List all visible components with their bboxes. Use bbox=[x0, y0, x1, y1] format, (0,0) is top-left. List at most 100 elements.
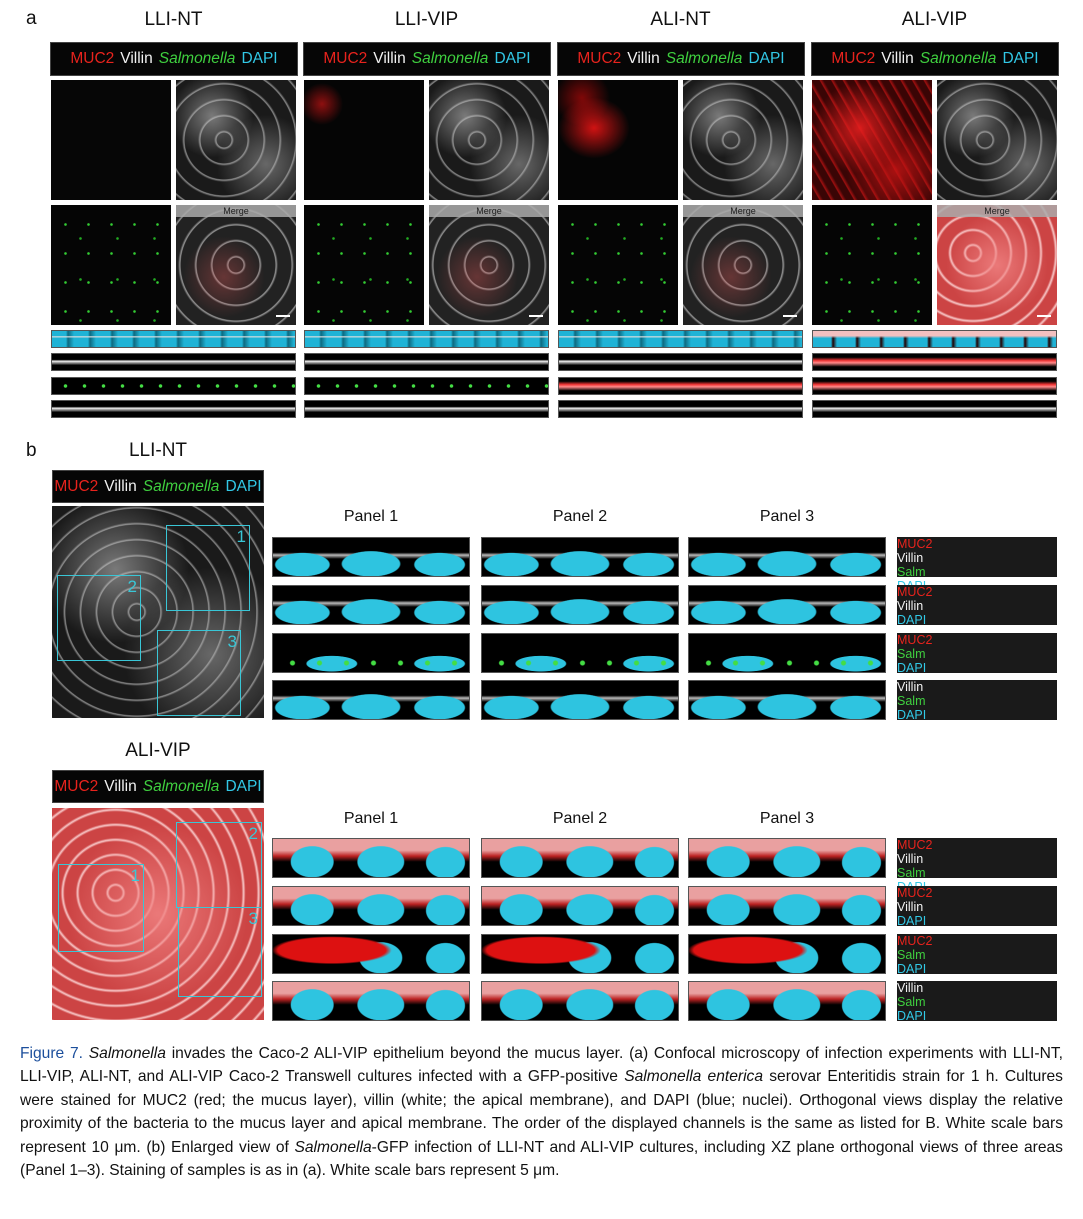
row-channel: Villin bbox=[897, 900, 924, 914]
legend-channel: DAPI bbox=[225, 477, 262, 495]
muc2-image bbox=[304, 80, 424, 200]
row-channel-labels: MUC2VillinSalmDAPI bbox=[897, 838, 1057, 894]
column-title: ALI-VIP bbox=[901, 9, 968, 30]
legend-channel: Villin bbox=[373, 50, 406, 67]
region-label: 1 bbox=[236, 527, 246, 546]
scale-bar bbox=[783, 315, 797, 317]
orthogonal-view bbox=[272, 981, 470, 1021]
legend-channel: DAPI bbox=[241, 50, 278, 67]
row-channel: Villin bbox=[897, 551, 924, 565]
salmonella-image bbox=[812, 205, 932, 325]
row-channel: MUC2 bbox=[897, 633, 933, 647]
orthogonal-view bbox=[688, 680, 886, 720]
row-channel: DAPI bbox=[897, 708, 927, 722]
muc2-image bbox=[812, 80, 932, 200]
row-channel-labels: MUC2 Villin DAPI bbox=[897, 886, 1057, 928]
region-box: 1 bbox=[166, 525, 250, 611]
legend-channel: Salmonella bbox=[142, 477, 220, 495]
region-label: 3 bbox=[227, 632, 237, 651]
orthogonal-strip bbox=[51, 330, 296, 348]
orthogonal-view bbox=[481, 886, 679, 926]
row-channel: Salm bbox=[897, 866, 926, 880]
row-channel-labels: MUC2 Salm DAPI bbox=[897, 633, 1057, 675]
row-channel: Salm bbox=[897, 948, 926, 962]
orthogonal-view bbox=[481, 633, 679, 673]
orthogonal-view bbox=[688, 838, 886, 878]
region-label: 1 bbox=[130, 866, 140, 885]
channel-legend: MUC2 Villin Salmonella DAPI bbox=[50, 42, 298, 76]
orthogonal-view bbox=[688, 633, 886, 673]
row-channel-labels: MUC2 Villin DAPI bbox=[897, 585, 1057, 627]
salmonella-image bbox=[558, 205, 678, 325]
region-box: 2 bbox=[57, 575, 141, 661]
orthogonal-strip bbox=[51, 353, 296, 371]
orthogonal-view bbox=[272, 934, 470, 974]
legend-channel: Villin bbox=[881, 50, 914, 67]
orthogonal-view bbox=[272, 680, 470, 720]
salmonella-image bbox=[51, 205, 171, 325]
salmonella-image bbox=[304, 205, 424, 325]
caption-text: -GFP infection of LLI-NT and ALI-VIP cul… bbox=[20, 1138, 1063, 1180]
region-label: 3 bbox=[248, 909, 258, 928]
row-channel-labels: MUC2VillinSalmDAPI bbox=[897, 537, 1057, 593]
row-channel: MUC2 bbox=[897, 537, 933, 551]
overview-image: 1 2 3 bbox=[52, 808, 264, 1020]
legend-channel: Villin bbox=[120, 50, 153, 67]
region-box: 2 bbox=[176, 822, 262, 908]
row-channel: MUC2 bbox=[897, 934, 933, 948]
orthogonal-strip bbox=[304, 330, 549, 348]
legend-channel: MUC2 bbox=[577, 50, 622, 67]
villin-image bbox=[683, 80, 803, 200]
scale-bar bbox=[1037, 315, 1051, 317]
row-channel: Villin bbox=[897, 680, 924, 694]
panel-a-label: a bbox=[26, 8, 37, 29]
orthogonal-view bbox=[481, 585, 679, 625]
column-title: LLI-NT bbox=[144, 9, 203, 30]
orthogonal-view bbox=[481, 838, 679, 878]
row-channel: MUC2 bbox=[897, 838, 933, 852]
row-channel: Salm bbox=[897, 565, 926, 579]
orthogonal-strip bbox=[812, 400, 1057, 418]
merge-label: Merge bbox=[176, 205, 296, 217]
orthogonal-view bbox=[481, 537, 679, 577]
caption-text: serovar Enteritidis strain for 1 h. Cult… bbox=[20, 1068, 1063, 1156]
panel-title: Panel 3 bbox=[759, 810, 815, 827]
orthogonal-view bbox=[688, 585, 886, 625]
channel-legend: MUC2 Villin Salmonella DAPI bbox=[52, 770, 264, 803]
panel-title: Panel 3 bbox=[759, 508, 815, 525]
channel-legend: MUC2 Villin Salmonella DAPI bbox=[811, 42, 1059, 76]
orthogonal-view bbox=[688, 886, 886, 926]
villin-image bbox=[429, 80, 549, 200]
orthogonal-strip bbox=[558, 330, 803, 348]
caption-text: Salmonella bbox=[294, 1138, 372, 1156]
panel-title: Panel 1 bbox=[343, 508, 399, 525]
legend-channel: Salmonella bbox=[411, 50, 489, 67]
legend-channel: Villin bbox=[627, 50, 660, 67]
region-box: 1 bbox=[58, 864, 144, 952]
row-channel: Salm bbox=[897, 647, 926, 661]
scale-bar bbox=[276, 315, 290, 317]
section-title: ALI-VIP bbox=[125, 740, 191, 761]
row-channel: DAPI bbox=[897, 613, 927, 627]
merge-label: Merge bbox=[429, 205, 549, 217]
row-channel: DAPI bbox=[897, 962, 927, 976]
orthogonal-view bbox=[272, 633, 470, 673]
overview-image: 1 2 3 bbox=[52, 506, 264, 718]
region-box: 3 bbox=[178, 907, 262, 997]
orthogonal-view bbox=[481, 934, 679, 974]
row-channel-labels: MUC2 Salm DAPI bbox=[897, 934, 1057, 976]
channel-legend: MUC2 Villin Salmonella DAPI bbox=[303, 42, 551, 76]
region-box: 3 bbox=[157, 630, 241, 716]
orthogonal-strip bbox=[812, 377, 1057, 395]
legend-channel: MUC2 bbox=[54, 777, 99, 795]
caption-label: Figure 7. bbox=[20, 1045, 83, 1062]
orthogonal-strip bbox=[558, 353, 803, 371]
column-title: LLI-VIP bbox=[394, 9, 459, 30]
merge-label: Merge bbox=[683, 205, 803, 217]
scale-bar bbox=[529, 315, 543, 317]
row-channel: Villin bbox=[897, 981, 924, 995]
orthogonal-strip bbox=[51, 400, 296, 418]
legend-channel: DAPI bbox=[1002, 50, 1039, 67]
panel-b-label: b bbox=[26, 440, 37, 461]
orthogonal-view bbox=[688, 537, 886, 577]
